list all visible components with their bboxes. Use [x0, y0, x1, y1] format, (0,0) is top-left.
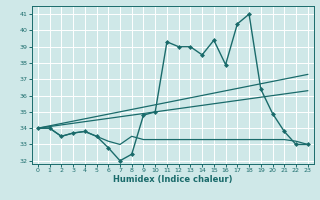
X-axis label: Humidex (Indice chaleur): Humidex (Indice chaleur) — [113, 175, 233, 184]
